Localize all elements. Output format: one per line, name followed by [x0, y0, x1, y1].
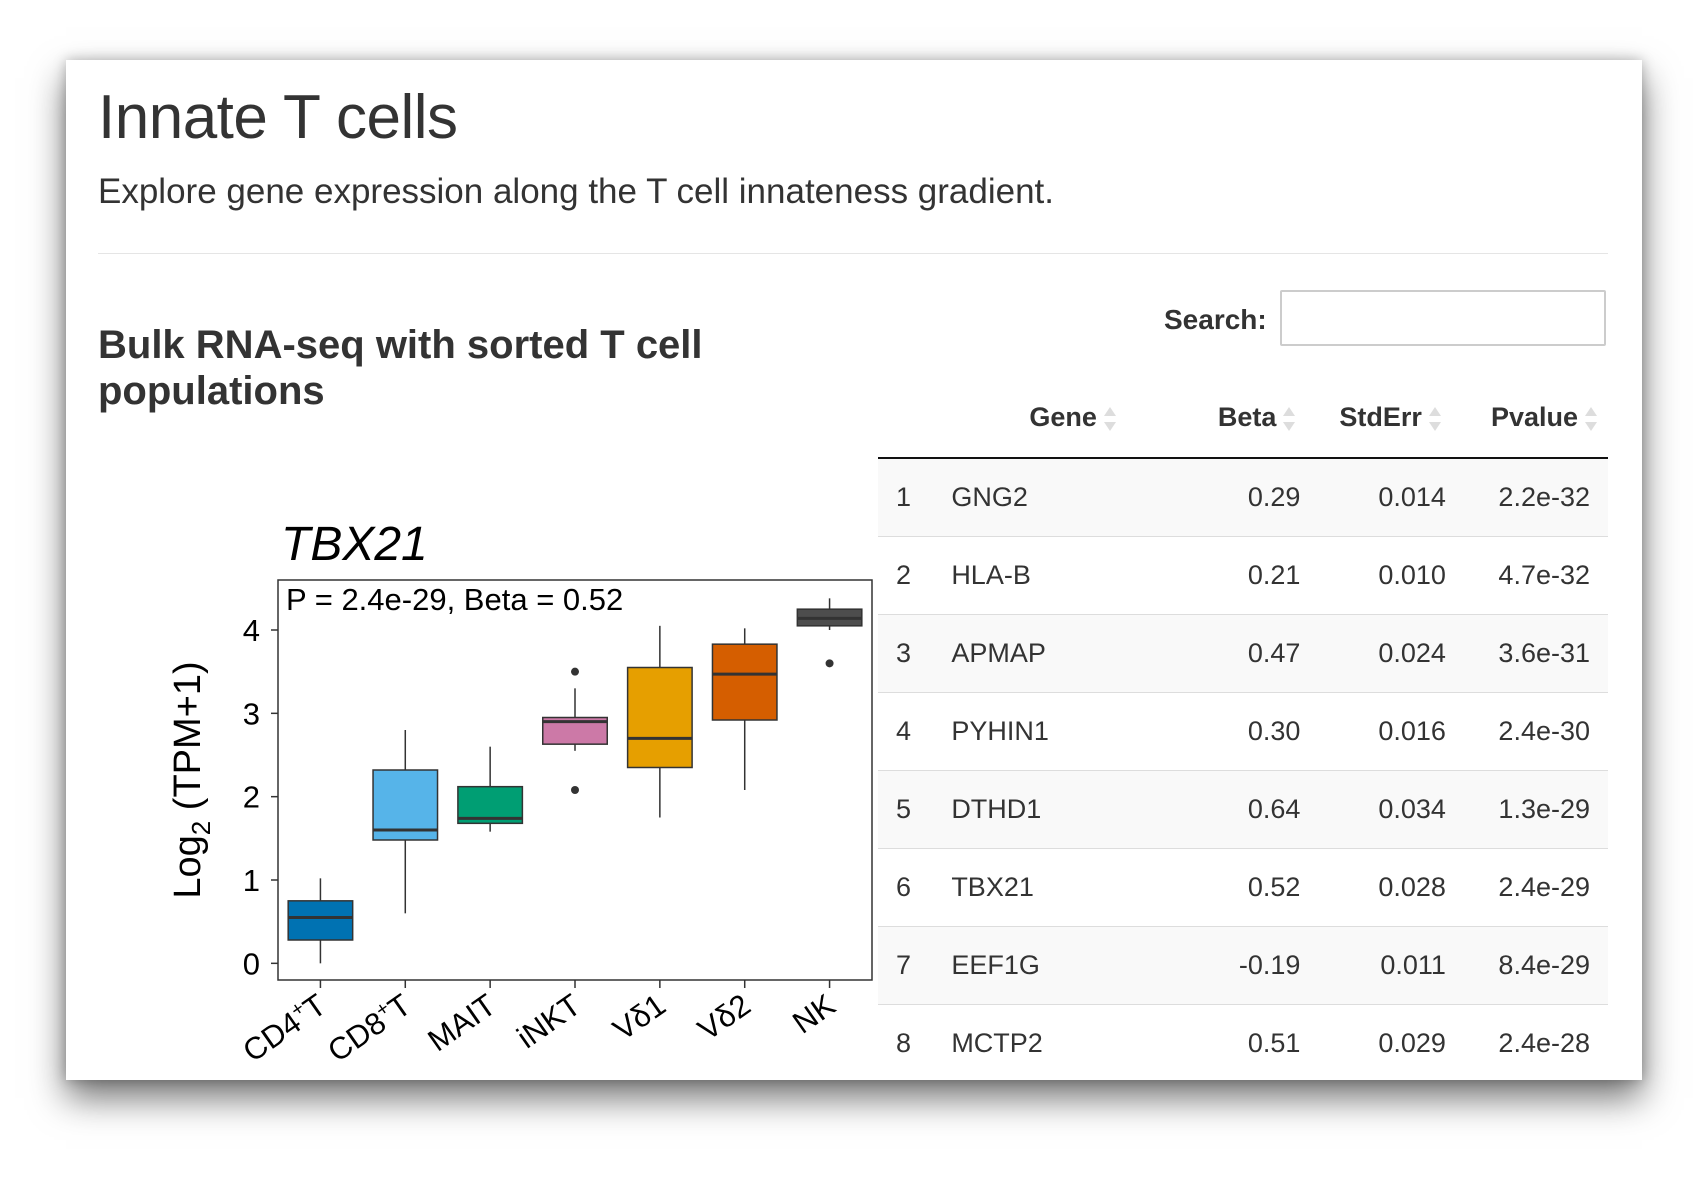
- row-index: 2: [878, 536, 932, 615]
- x-tick-label: Vδ2: [691, 987, 756, 1047]
- cell-beta: 0.21: [1196, 536, 1301, 615]
- header-divider: [98, 253, 1608, 254]
- boxplot-svg: TBX21 P = 2.4e-29, Beta = 0.52 0 1 2 3 4 Log2 (…: [167, 518, 873, 1069]
- app-window: Innate T cells Explore gene expression a…: [66, 60, 1642, 1080]
- cell-stderr: 0.010: [1300, 536, 1446, 615]
- cell-stderr: 0.014: [1300, 457, 1446, 537]
- table-row[interactable]: 8 MCTP2 0.51 0.029 2.4e-28: [878, 1004, 1608, 1080]
- y-tick-label: 1: [243, 863, 260, 898]
- cell-beta: 0.30: [1196, 692, 1301, 771]
- cell-gene: APMAP: [931, 614, 1197, 693]
- outlier-point: [571, 667, 579, 676]
- box: [287, 900, 354, 941]
- cell-stderr: 0.034: [1300, 770, 1446, 849]
- table-row[interactable]: 4 PYHIN1 0.30 0.016 2.4e-30: [878, 692, 1608, 771]
- chart-title: TBX21: [281, 518, 428, 571]
- y-tick-label: 4: [243, 613, 260, 648]
- cell-gene: TBX21: [931, 848, 1197, 927]
- col-header-gene[interactable]: Gene: [931, 378, 1197, 459]
- table-row[interactable]: 1 GNG2 0.29 0.014 2.2e-32: [878, 457, 1608, 537]
- table-row[interactable]: 3 APMAP 0.47 0.024 3.6e-31: [878, 614, 1608, 693]
- x-tick-label: CD8+T: [321, 986, 418, 1069]
- outlier-point: [825, 659, 834, 668]
- col-header-pvalue[interactable]: Pvalue: [1445, 378, 1608, 459]
- row-index: 8: [878, 1004, 932, 1080]
- y-tick-label: 3: [243, 696, 260, 731]
- col-header-beta-label: Beta: [1217, 402, 1277, 432]
- cell-pvalue: 2.4e-29: [1445, 848, 1608, 927]
- cell-pvalue: 2.2e-32: [1445, 457, 1608, 537]
- cell-gene: EEF1G: [931, 926, 1197, 1005]
- section-title: Bulk RNA-seq with sorted T cell populati…: [98, 323, 703, 413]
- sort-icon: [1282, 406, 1300, 432]
- x-tick-label: NK: [786, 987, 842, 1041]
- cell-gene: DTHD1: [931, 770, 1197, 849]
- sort-icon: [1428, 406, 1446, 432]
- row-index: 6: [878, 848, 932, 927]
- y-axis-label: Log2 (TPM+1): [167, 661, 216, 898]
- table-row[interactable]: 5 DTHD1 0.64 0.034 1.3e-29: [878, 770, 1608, 849]
- cell-pvalue: 8.4e-29: [1445, 926, 1608, 1005]
- table-row[interactable]: 6 TBX21 0.52 0.028 2.4e-29: [878, 848, 1608, 927]
- cell-gene: MCTP2: [931, 1004, 1197, 1080]
- outlier-point: [571, 786, 579, 794]
- cell-gene: GNG2: [931, 457, 1197, 537]
- col-header-beta[interactable]: Beta: [1196, 378, 1301, 459]
- col-header-index: [878, 378, 932, 459]
- cell-stderr: 0.024: [1300, 614, 1446, 693]
- cell-beta: 0.29: [1196, 457, 1301, 537]
- cell-pvalue: 3.6e-31: [1445, 614, 1608, 693]
- cell-beta: 0.51: [1196, 1004, 1301, 1080]
- cell-stderr: 0.016: [1300, 692, 1446, 771]
- table-header-row: Gene Beta StdErr Pvalue: [878, 378, 1608, 459]
- box: [711, 643, 778, 721]
- cell-stderr: 0.029: [1300, 1004, 1446, 1080]
- cell-beta: 0.64: [1196, 770, 1301, 849]
- cell-beta: -0.19: [1196, 926, 1301, 1005]
- col-header-gene-label: Gene: [1029, 402, 1097, 432]
- y-tick-label: 0: [243, 946, 260, 981]
- search-input[interactable]: [1280, 290, 1606, 346]
- plot-panel: [277, 579, 873, 981]
- boxplot-chart: TBX21 P = 2.4e-29, Beta = 0.52 0 1 2 3 4 Log2 (…: [106, 440, 906, 1080]
- cell-gene: HLA-B: [931, 536, 1197, 615]
- results-table: Gene Beta StdErr Pvalue 1 GNG2: [878, 378, 1608, 1080]
- x-tick-label: MAIT: [421, 987, 502, 1058]
- y-tick-label: 2: [243, 780, 260, 815]
- cell-pvalue: 1.3e-29: [1445, 770, 1608, 849]
- row-index: 7: [878, 926, 932, 1005]
- x-tick-label: CD4+T: [236, 986, 333, 1069]
- cell-pvalue: 4.7e-32: [1445, 536, 1608, 615]
- chart-annotation: P = 2.4e-29, Beta = 0.52: [286, 582, 623, 617]
- cell-beta: 0.52: [1196, 848, 1301, 927]
- cell-stderr: 0.011: [1300, 926, 1446, 1005]
- results-table-container: Gene Beta StdErr Pvalue 1 GNG2: [878, 378, 1608, 1080]
- row-index: 5: [878, 770, 932, 849]
- x-tick-label: iNKT: [511, 987, 588, 1055]
- x-tick-label: Vδ1: [607, 987, 672, 1047]
- page-title: Innate T cells: [98, 83, 458, 152]
- row-index: 4: [878, 692, 932, 771]
- cell-gene: PYHIN1: [931, 692, 1197, 771]
- cell-beta: 0.47: [1196, 614, 1301, 693]
- cell-stderr: 0.028: [1300, 848, 1446, 927]
- col-header-pvalue-label: Pvalue: [1490, 402, 1578, 432]
- search-label: Search:: [1164, 304, 1267, 335]
- row-index: 1: [878, 457, 932, 537]
- sort-icon: [1103, 406, 1121, 432]
- box: [372, 769, 439, 841]
- col-header-stderr-label: StdErr: [1339, 402, 1422, 432]
- table-row[interactable]: 2 HLA-B 0.21 0.010 4.7e-32: [878, 536, 1608, 615]
- box: [626, 666, 693, 769]
- row-index: 3: [878, 614, 932, 693]
- cell-pvalue: 2.4e-30: [1445, 692, 1608, 771]
- table-row[interactable]: 7 EEF1G -0.19 0.011 8.4e-29: [878, 926, 1608, 1005]
- cell-pvalue: 2.4e-28: [1445, 1004, 1608, 1080]
- sort-icon: [1584, 406, 1602, 432]
- page-subtitle: Explore gene expression along the T cell…: [98, 172, 1055, 211]
- col-header-stderr[interactable]: StdErr: [1300, 378, 1446, 459]
